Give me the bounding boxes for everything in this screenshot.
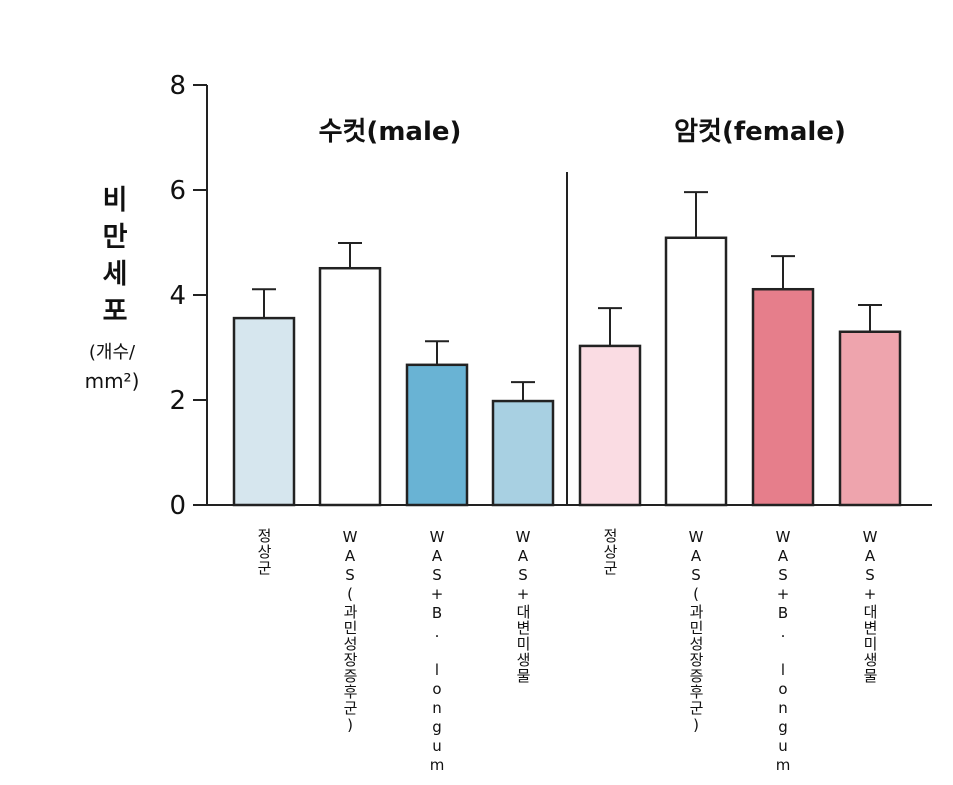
bar xyxy=(664,236,728,507)
y-tick-label: 6 xyxy=(169,176,186,206)
bar xyxy=(838,330,902,507)
bar xyxy=(491,399,555,507)
x-tick-label: WAS(과민성장증후군) xyxy=(341,528,359,735)
y-tick-label: 4 xyxy=(169,281,186,311)
y-axis-label: 비만세포 xyxy=(97,185,128,333)
bar xyxy=(318,266,382,507)
bar xyxy=(405,363,469,507)
y-tick-label: 8 xyxy=(169,71,186,101)
bar xyxy=(751,287,815,507)
y-tick-label: 2 xyxy=(169,386,186,416)
bar xyxy=(232,316,296,507)
group-label: 수컷(male) xyxy=(319,117,462,147)
x-tick-label: WAS+대변미생물 xyxy=(514,528,532,684)
x-tick-label: WAS(과민성장증후군) xyxy=(687,528,705,735)
group-label: 암컷(female) xyxy=(674,117,846,147)
x-tick-label: WAS+B. longum xyxy=(774,528,792,775)
y-tick-label: 0 xyxy=(169,491,186,521)
x-tick-label: WAS+대변미생물 xyxy=(861,528,879,684)
bar xyxy=(578,344,642,507)
x-tick-label: WAS+B. longum xyxy=(428,528,446,775)
x-tick-label: 정상군 xyxy=(601,528,619,576)
x-tick-label: 정상군 xyxy=(255,528,273,576)
y-axis-unit: mm²) xyxy=(85,369,140,393)
y-axis-unit: (개수/ xyxy=(89,342,136,363)
